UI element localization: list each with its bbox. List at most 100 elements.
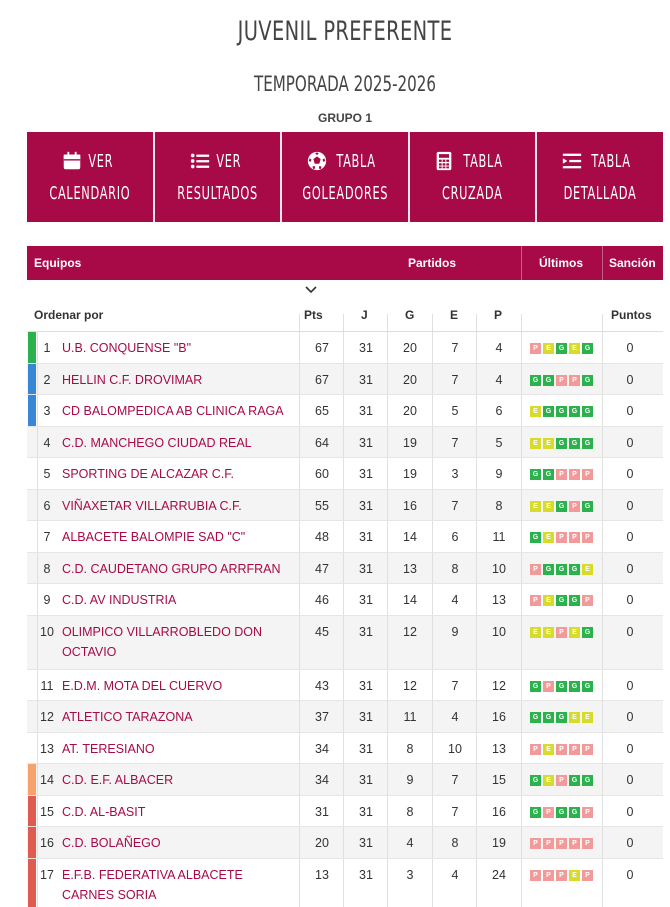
- stat-p: 4: [495, 372, 503, 387]
- result-badge: E: [543, 626, 554, 638]
- result-badge: G: [543, 563, 554, 575]
- chevron-down-icon[interactable]: [305, 286, 317, 294]
- result-badge: P: [582, 806, 593, 818]
- team-link[interactable]: C.D. CAUDETANO GRUPO ARRFRAN: [62, 561, 281, 576]
- col-e[interactable]: E: [450, 308, 459, 322]
- team-link[interactable]: C.D. MANCHEGO CIUDAD REAL: [62, 435, 252, 450]
- result-badge: E: [569, 626, 580, 638]
- result-badge: G: [569, 680, 580, 692]
- stat-g: 8: [406, 741, 414, 756]
- stat-p: 19: [492, 836, 506, 850]
- stat-e: 7: [451, 678, 459, 693]
- team-link[interactable]: C.D. E.F. ALBACER: [62, 773, 174, 787]
- result-badge: E: [582, 712, 593, 723]
- zone-indicator: [28, 764, 36, 795]
- result-badge: P: [543, 838, 554, 849]
- result-badge: P: [530, 869, 541, 881]
- result-badge: G: [569, 437, 580, 449]
- position-cell: 10: [40, 624, 54, 639]
- team-link[interactable]: OLIMPICO VILLARROBLEDO DON OCTAVIO: [62, 624, 263, 659]
- team-link[interactable]: E.F.B. FEDERATIVA ALBACETE CARNES SORIA: [62, 867, 243, 902]
- col-p[interactable]: P: [494, 308, 503, 322]
- header-ultimos: Últimos: [539, 256, 584, 270]
- team-link[interactable]: U.B. CONQUENSE "B": [62, 341, 192, 355]
- result-badge: P: [569, 500, 580, 512]
- team-link[interactable]: C.D. AV INDUSTRIA: [62, 593, 177, 607]
- team-link[interactable]: C.D. BOLAÑEGO: [62, 836, 161, 850]
- table-row: 8 C.D. CAUDETANO GRUPO ARRFRAN 47 31 13 8 10 P G…: [27, 552, 663, 584]
- table-row: 15 C.D. AL-BASIT 31 31 8 7 16 G P G G P 0: [27, 795, 663, 827]
- zone-indicator: [28, 795, 36, 826]
- result-badge: G: [569, 406, 580, 417]
- team-link[interactable]: CD BALOMPEDICA AB CLINICA RAGA: [62, 404, 284, 418]
- stat-pts: 46: [315, 593, 329, 607]
- result-badge: P: [569, 838, 580, 849]
- result-badge: E: [543, 532, 554, 543]
- ver-calendario-button[interactable]: VER CALENDARIO: [27, 132, 155, 222]
- stat-j: 31: [359, 867, 373, 882]
- stat-p: 8: [495, 498, 503, 513]
- sanction-points: 0: [626, 530, 634, 544]
- tabla-goleadores-button[interactable]: TABLA GOLEADORES: [282, 132, 410, 222]
- team-link[interactable]: C.D. AL-BASIT: [62, 804, 146, 819]
- result-badge: G: [530, 469, 541, 480]
- stat-j: 31: [359, 710, 373, 724]
- result-badge: G: [530, 806, 541, 818]
- result-badge: P: [569, 743, 580, 755]
- standings-table: Equipos Partidos Últimos Sanción Ordenar…: [27, 246, 663, 907]
- team-link[interactable]: E.D.M. MOTA DEL CUERVO: [62, 678, 223, 693]
- ver-resultados-button[interactable]: VER RESULTADOS: [155, 132, 283, 222]
- result-badge: G: [556, 680, 567, 692]
- stat-e: 10: [448, 741, 462, 756]
- stat-pts: 13: [315, 867, 329, 882]
- col-pts[interactable]: Pts: [304, 308, 323, 322]
- stat-g: 12: [403, 678, 417, 693]
- col-j[interactable]: J: [361, 308, 368, 322]
- tabla-cruzada-button[interactable]: TABLA CRUZADA: [410, 132, 538, 222]
- team-link[interactable]: ALBACETE BALOMPIE SAD "C": [62, 530, 246, 544]
- stat-g: 14: [403, 593, 417, 607]
- result-badge: P: [556, 838, 567, 849]
- result-badge: E: [543, 743, 554, 755]
- position-cell: 13: [40, 741, 54, 756]
- team-link[interactable]: VIÑAXETAR VILLARRUBIA C.F.: [62, 498, 242, 513]
- result-badge: P: [582, 532, 593, 543]
- sanction-points: 0: [626, 467, 634, 481]
- menu-label-line1: TABLA: [336, 150, 376, 172]
- stat-e: 7: [451, 435, 459, 450]
- table-row: 3 CD BALOMPEDICA AB CLINICA RAGA 65 31 20 5 6 E…: [27, 395, 663, 427]
- stat-j: 31: [359, 741, 373, 756]
- result-badge: G: [530, 374, 541, 386]
- team-link[interactable]: HELLIN C.F. DROVIMAR: [62, 372, 203, 387]
- tabla-detallada-button[interactable]: TABLA DETALLADA: [537, 132, 663, 222]
- position-cell: 3: [43, 404, 51, 418]
- col-g[interactable]: G: [405, 308, 415, 322]
- menu-label-line2: RESULTADOS: [177, 182, 258, 204]
- team-link[interactable]: AT. TERESIANO: [62, 741, 155, 756]
- stat-pts: 45: [315, 624, 329, 639]
- stat-pts: 67: [315, 372, 329, 387]
- position-cell: 6: [43, 498, 51, 513]
- stat-j: 31: [359, 498, 373, 513]
- team-link[interactable]: SPORTING DE ALCAZAR C.F.: [62, 467, 235, 481]
- sanction-points: 0: [626, 804, 634, 819]
- result-badge: G: [530, 532, 541, 543]
- stat-g: 20: [403, 404, 417, 418]
- team-link[interactable]: ATLETICO TARAZONA: [62, 710, 193, 724]
- header-equipos: Equipos: [34, 256, 82, 270]
- result-badge: G: [582, 374, 593, 386]
- result-badge: E: [569, 869, 580, 881]
- result-badge: G: [582, 437, 593, 449]
- result-badge: E: [543, 775, 554, 786]
- stat-e: 7: [451, 498, 459, 513]
- result-badge: E: [530, 437, 541, 449]
- stat-g: 19: [403, 467, 417, 481]
- result-badge: G: [556, 712, 567, 723]
- position-cell: 4: [43, 435, 51, 450]
- result-badge: P: [556, 869, 567, 881]
